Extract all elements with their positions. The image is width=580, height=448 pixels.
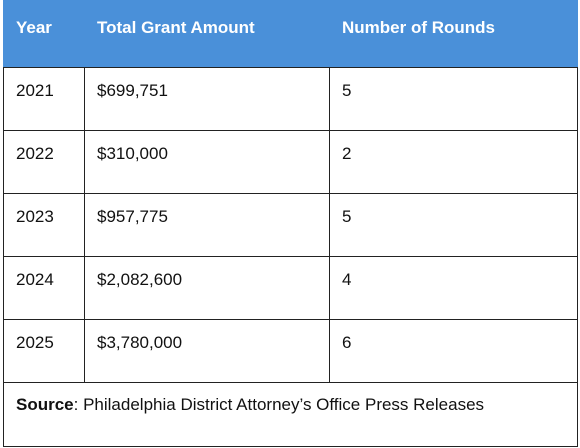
table-cell: 2 xyxy=(329,130,578,194)
table-cell: $957,775 xyxy=(84,193,330,257)
table-cell: 2021 xyxy=(3,67,85,131)
header-row: Year Total Grant Amount Number of Rounds xyxy=(3,0,578,68)
header-cell: Year xyxy=(3,0,85,68)
footer-row: Source: Philadelphia District Attorney’s… xyxy=(3,382,578,447)
table-cell: $310,000 xyxy=(84,130,330,194)
table-row: 2023 $957,775 5 xyxy=(3,193,578,257)
table-row: 2021 $699,751 5 xyxy=(3,67,578,131)
footer-cell: Source: Philadelphia District Attorney’s… xyxy=(3,382,578,447)
table-cell: 5 xyxy=(329,193,578,257)
table-cell: 6 xyxy=(329,319,578,383)
table-cell: 2024 xyxy=(3,256,85,320)
table-cell: $699,751 xyxy=(84,67,330,131)
table-cell: 4 xyxy=(329,256,578,320)
table-row: 2022 $310,000 2 xyxy=(3,130,578,194)
table-cell: $2,082,600 xyxy=(84,256,330,320)
table-body: 2021 $699,751 5 2022 $310,000 2 2023 $957,775 5 2… xyxy=(3,67,578,383)
grant-table: Year Total Grant Amount Number of Rounds… xyxy=(3,0,578,447)
table-row: 2025 $3,780,000 6 xyxy=(3,319,578,383)
table-cell: 2025 xyxy=(3,319,85,383)
header-cell: Number of Rounds xyxy=(329,0,578,68)
footer-label: Source xyxy=(16,395,74,414)
table-cell: $3,780,000 xyxy=(84,319,330,383)
footer-text: : Philadelphia District Attorney’s Offic… xyxy=(73,395,485,414)
table-row: 2024 $2,082,600 4 xyxy=(3,256,578,320)
table-cell: 2023 xyxy=(3,193,85,257)
table-cell: 5 xyxy=(329,67,578,131)
header-cell: Total Grant Amount xyxy=(84,0,330,68)
table-cell: 2022 xyxy=(3,130,85,194)
